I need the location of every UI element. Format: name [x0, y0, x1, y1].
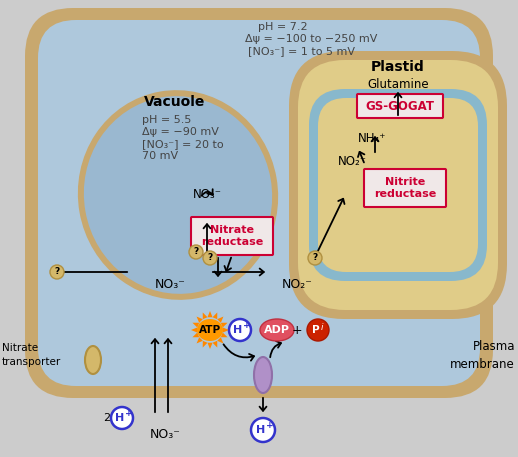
Text: [NO₃⁻] = 20 to: [NO₃⁻] = 20 to: [142, 139, 224, 149]
Circle shape: [203, 251, 217, 265]
FancyBboxPatch shape: [191, 217, 273, 255]
Circle shape: [229, 319, 251, 341]
Text: ?: ?: [207, 254, 212, 262]
Text: Plastid: Plastid: [371, 60, 425, 74]
FancyBboxPatch shape: [289, 51, 507, 319]
Text: [NO₃⁻] = 1 to 5 mV: [NO₃⁻] = 1 to 5 mV: [248, 46, 355, 56]
Text: pH = 5.5: pH = 5.5: [142, 115, 191, 125]
Text: ?: ?: [312, 254, 318, 262]
Text: +: +: [243, 320, 251, 329]
Circle shape: [307, 319, 329, 341]
Text: ATP: ATP: [199, 325, 221, 335]
Text: ?: ?: [54, 267, 60, 276]
Text: +: +: [266, 420, 274, 430]
Polygon shape: [191, 328, 197, 333]
Text: NO₂⁻: NO₂⁻: [282, 278, 313, 291]
Circle shape: [251, 418, 275, 442]
Text: Δψ = −90 mV: Δψ = −90 mV: [142, 127, 219, 137]
Text: pH = 7.2: pH = 7.2: [258, 22, 308, 32]
Polygon shape: [221, 323, 227, 328]
Text: H: H: [234, 325, 242, 335]
Polygon shape: [193, 323, 199, 328]
Polygon shape: [212, 341, 217, 348]
Text: NO₂⁻: NO₂⁻: [338, 155, 367, 168]
Text: Nitrate
reductase: Nitrate reductase: [201, 225, 263, 247]
Text: +: +: [292, 324, 303, 336]
FancyBboxPatch shape: [309, 89, 487, 281]
Text: H: H: [116, 413, 125, 423]
Ellipse shape: [254, 357, 272, 393]
Text: NO₃⁻: NO₃⁻: [193, 188, 222, 201]
Text: NO₃⁻: NO₃⁻: [154, 278, 185, 291]
Text: Nitrate
transporter: Nitrate transporter: [2, 343, 61, 367]
Ellipse shape: [197, 319, 223, 341]
Polygon shape: [212, 313, 217, 319]
Polygon shape: [217, 317, 223, 323]
Polygon shape: [196, 337, 203, 343]
Text: i: i: [321, 323, 323, 331]
Ellipse shape: [78, 90, 278, 300]
Polygon shape: [196, 317, 203, 323]
Circle shape: [50, 265, 64, 279]
Polygon shape: [223, 328, 229, 333]
Polygon shape: [221, 333, 227, 337]
Circle shape: [111, 407, 133, 429]
Text: +: +: [125, 409, 133, 418]
Polygon shape: [208, 311, 212, 317]
FancyBboxPatch shape: [318, 98, 478, 272]
Text: Glutamine: Glutamine: [367, 78, 429, 91]
Ellipse shape: [260, 319, 294, 341]
Text: H: H: [256, 425, 266, 435]
Polygon shape: [203, 313, 208, 319]
Text: GS-GOGAT: GS-GOGAT: [366, 100, 435, 112]
Text: Vacuole: Vacuole: [145, 95, 206, 109]
Text: ADP: ADP: [264, 325, 290, 335]
Polygon shape: [217, 337, 223, 343]
Text: NH₄⁺: NH₄⁺: [358, 132, 386, 145]
Text: 70 mV: 70 mV: [142, 151, 178, 161]
Circle shape: [189, 245, 203, 259]
Text: NO₃⁻: NO₃⁻: [150, 429, 181, 441]
Text: ?: ?: [193, 248, 198, 256]
FancyBboxPatch shape: [364, 169, 446, 207]
Text: 2: 2: [103, 413, 110, 423]
Ellipse shape: [85, 346, 101, 374]
FancyBboxPatch shape: [357, 94, 443, 118]
FancyBboxPatch shape: [25, 8, 493, 398]
Polygon shape: [208, 343, 212, 349]
Text: Plasma
membrane: Plasma membrane: [450, 340, 515, 371]
Ellipse shape: [84, 96, 272, 294]
Polygon shape: [193, 333, 199, 337]
Text: P: P: [312, 325, 320, 335]
Circle shape: [308, 251, 322, 265]
Polygon shape: [203, 341, 208, 348]
Text: Nitrite
reductase: Nitrite reductase: [374, 177, 436, 199]
FancyBboxPatch shape: [298, 60, 498, 310]
Text: Δψ = −100 to −250 mV: Δψ = −100 to −250 mV: [245, 34, 378, 44]
FancyBboxPatch shape: [38, 20, 480, 386]
